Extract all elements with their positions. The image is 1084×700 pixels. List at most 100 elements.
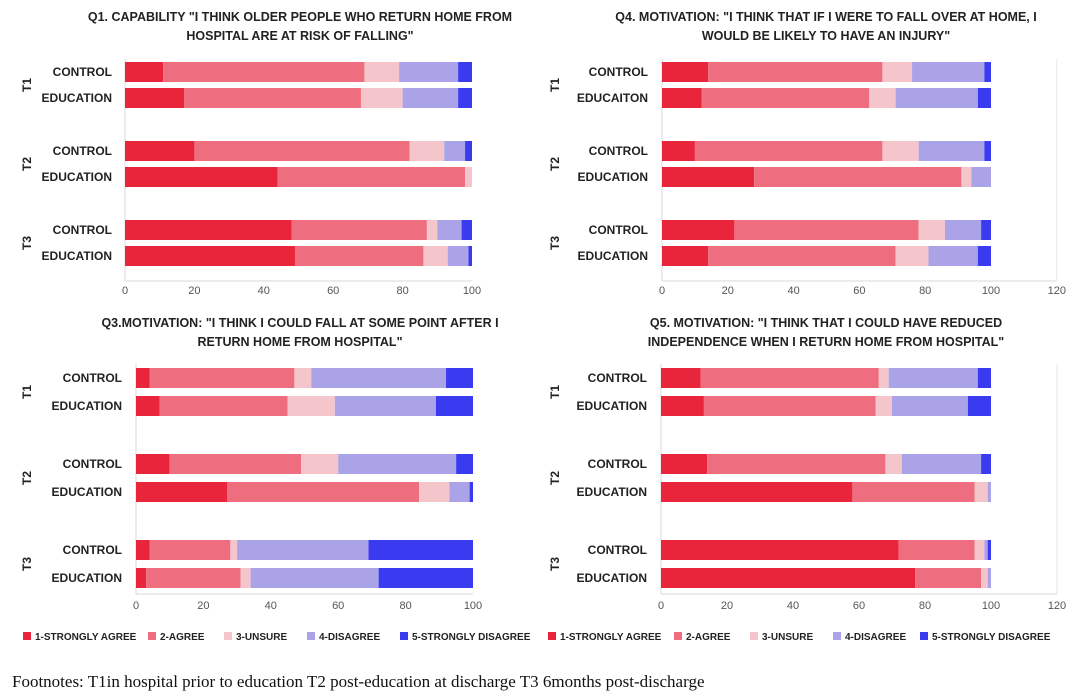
x-tick-label: 100 xyxy=(982,600,1000,612)
legend-swatch xyxy=(920,632,928,640)
bar-segment xyxy=(169,454,302,474)
legend-label: 4-DISAGREE xyxy=(845,632,906,643)
bar-segment xyxy=(334,396,436,416)
legend-swatch xyxy=(224,632,232,640)
bar-segment xyxy=(703,396,876,416)
group-label: T3 xyxy=(548,236,562,250)
legend-swatch xyxy=(307,632,315,640)
x-tick-label: 100 xyxy=(464,600,482,612)
bar-segment xyxy=(136,482,227,502)
group-label: T1 xyxy=(20,78,34,92)
bar-segment xyxy=(240,568,251,588)
bar-segment xyxy=(194,141,410,161)
chart-1: Q1. CAPABILITY "I THINK OLDER PEOPLE WHO… xyxy=(20,10,512,297)
bar-segment xyxy=(458,88,472,108)
x-tick-label: 0 xyxy=(659,285,665,297)
bar-segment xyxy=(869,88,896,108)
bar-segment xyxy=(465,141,472,161)
x-tick-label: 120 xyxy=(1048,600,1066,612)
bar-segment xyxy=(661,396,704,416)
x-tick-label: 20 xyxy=(721,600,733,612)
x-tick-label: 100 xyxy=(982,285,1000,297)
legend-1: 1-STRONGLY AGREE 2-AGREE 3-UNSURE 4-DISAGRE… xyxy=(23,632,531,643)
bar-segment xyxy=(230,540,238,560)
legend-label: 2-AGREE xyxy=(686,632,731,643)
x-tick-label: 80 xyxy=(919,600,931,612)
bar-segment xyxy=(149,540,231,560)
bar-segment xyxy=(987,482,991,502)
bar-segment xyxy=(423,246,448,266)
bar-segment xyxy=(277,167,466,187)
bar-segment xyxy=(419,482,450,502)
x-tick-label: 20 xyxy=(197,600,209,612)
legend-label: 2-AGREE xyxy=(160,632,205,643)
category-label: CONTROL xyxy=(63,457,122,471)
bar-segment xyxy=(882,62,913,82)
x-tick-label: 120 xyxy=(1048,285,1066,297)
x-tick-label: 80 xyxy=(399,600,411,612)
chart-3: Q3.MOTIVATION: "I THINK I COULD FALL AT … xyxy=(20,316,498,612)
bar-segment xyxy=(662,141,695,161)
bar-segment xyxy=(662,167,755,187)
bar-segment xyxy=(852,482,975,502)
bar-segment xyxy=(294,368,312,388)
bar-segment xyxy=(399,62,459,82)
legend-label: 4-DISAGREE xyxy=(319,632,380,643)
chart-title-line: INDEPENDENCE WHEN I RETURN HOME FROM HOS… xyxy=(648,335,1004,349)
bar-segment xyxy=(426,220,438,240)
bar-segment xyxy=(918,141,985,161)
bar-segment xyxy=(447,246,469,266)
bar-segment xyxy=(977,88,991,108)
bar-segment xyxy=(971,167,991,187)
x-tick-label: 40 xyxy=(258,285,270,297)
bar-segment xyxy=(456,454,473,474)
bar-segment xyxy=(915,568,982,588)
bar-segment xyxy=(967,396,991,416)
bar-segment xyxy=(662,62,709,82)
bar-segment xyxy=(708,246,896,266)
bar-segment xyxy=(360,88,403,108)
bar-segment xyxy=(295,246,424,266)
legend-label: 3-UNSURE xyxy=(762,632,813,643)
x-tick-label: 0 xyxy=(133,600,139,612)
category-label: CONTROL xyxy=(589,223,648,237)
legend-label: 5-STRONGLY DISAGREE xyxy=(412,632,531,643)
bar-segment xyxy=(662,88,702,108)
bar-segment xyxy=(918,220,945,240)
bar-segment xyxy=(368,540,473,560)
chart-title-line: Q5. MOTIVATION: "I THINK THAT I COULD HA… xyxy=(650,316,1002,330)
x-tick-label: 20 xyxy=(188,285,200,297)
bar-segment xyxy=(981,568,988,588)
category-label: CONTROL xyxy=(588,371,647,385)
bar-segment xyxy=(984,540,988,560)
x-tick-label: 0 xyxy=(658,600,664,612)
group-label: T1 xyxy=(548,78,562,92)
x-tick-label: 40 xyxy=(787,285,799,297)
bar-segment xyxy=(984,62,991,82)
bar-segment xyxy=(707,454,886,474)
bar-segment xyxy=(183,88,361,108)
bar-segment xyxy=(987,568,991,588)
category-label: EDUCATION xyxy=(42,91,112,105)
bar-segment xyxy=(895,88,978,108)
bar-segment xyxy=(125,246,296,266)
category-label: EDUCATION xyxy=(578,249,648,263)
bar-segment xyxy=(898,540,975,560)
bar-segment xyxy=(961,167,972,187)
bar-segment xyxy=(662,246,709,266)
legend-label: 5-STRONGLY DISAGREE xyxy=(932,632,1051,643)
bar-segment xyxy=(928,246,978,266)
bar-segment xyxy=(977,368,991,388)
category-label: CONTROL xyxy=(589,65,648,79)
legend-label: 1-STRONGLY AGREE xyxy=(560,632,662,643)
bar-segment xyxy=(125,167,278,187)
bar-segment xyxy=(661,368,701,388)
bar-segment xyxy=(159,396,288,416)
x-tick-label: 20 xyxy=(722,285,734,297)
category-label: CONTROL xyxy=(588,543,647,557)
legend-swatch xyxy=(23,632,31,640)
bar-segment xyxy=(734,220,919,240)
bar-segment xyxy=(974,482,988,502)
category-label: EDUCATION xyxy=(42,170,112,184)
